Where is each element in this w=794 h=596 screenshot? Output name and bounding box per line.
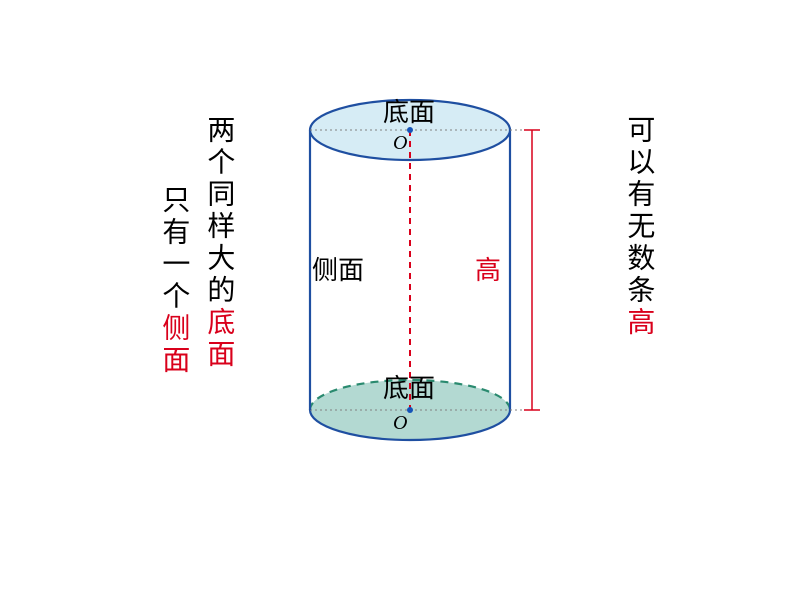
height-label: 高 [475, 250, 501, 287]
right-note-height: 可以有无数条高 [620, 115, 656, 339]
right-note-height-black: 可以有无数条 [623, 115, 654, 307]
left-note-side-black: 只有一个 [158, 185, 189, 313]
side-label: 侧面 [312, 250, 364, 287]
left-note-side-red: 侧面 [158, 313, 189, 377]
left-note-base-black: 两个同样大的 [203, 115, 234, 307]
top-base-label: 底面 [383, 92, 435, 129]
cylinder-diagram: 底面 O 侧面 底面 O 高 [280, 90, 560, 490]
right-note-height-red: 高 [623, 307, 654, 339]
bottom-base-label: 底面 [383, 368, 435, 405]
cylinder-svg [280, 90, 560, 490]
left-note-base: 两个同样大的底面 [200, 115, 236, 371]
bottom-center-dot [407, 407, 413, 413]
left-note-base-red: 底面 [203, 307, 234, 371]
top-center-label: O [393, 132, 407, 155]
bottom-center-label: O [393, 412, 407, 435]
left-note-side: 只有一个侧面 [155, 185, 191, 377]
